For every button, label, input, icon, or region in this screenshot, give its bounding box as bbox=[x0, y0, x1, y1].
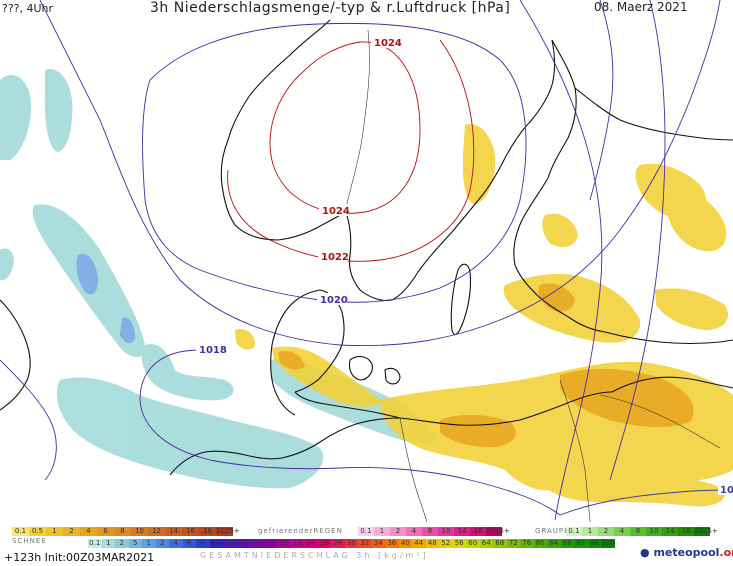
forecast-time-label: ???, 4Uhr bbox=[2, 2, 54, 15]
leg-snow-swatch: 5 bbox=[128, 539, 142, 548]
leg-snow-swatch: 30 bbox=[344, 539, 358, 548]
leg-freezing-swatch: 2025+ bbox=[486, 527, 510, 536]
leg-freezing-swatch: 0.1 bbox=[358, 527, 374, 536]
leg-snow-swatch: 100 bbox=[601, 539, 615, 548]
leg-freezing-swatch: 14 bbox=[454, 527, 470, 536]
leg-snow-swatch: 60 bbox=[466, 539, 480, 548]
leg-freezing-swatch: 4 bbox=[406, 527, 422, 536]
snow-intense-areas bbox=[76, 253, 135, 344]
leg-snow-swatch: 10 bbox=[209, 539, 223, 548]
leg-graupel-swatch: 1 bbox=[582, 527, 598, 536]
leg-freezing-swatch: 1 bbox=[374, 527, 390, 536]
legend-snow-label: SCHNEE bbox=[12, 537, 47, 545]
leg-snow-swatch: 18 bbox=[263, 539, 277, 548]
isobar-label-1020: 1020 bbox=[320, 295, 348, 306]
leg-snow-swatch: 40 bbox=[398, 539, 412, 548]
isobar-label-10: 10 bbox=[720, 485, 733, 496]
model-run-info: +123h Init:00Z03MAR2021 bbox=[4, 551, 155, 564]
leg-rain-swatch: 10 bbox=[131, 527, 148, 536]
leg-rain-swatch: 6 bbox=[97, 527, 114, 536]
leg-graupel-swatch: 10 bbox=[646, 527, 662, 536]
leg-rain-swatch: 2 bbox=[63, 527, 80, 536]
isobar-label-1022: 1022 bbox=[321, 252, 349, 263]
leg-graupel-swatch: 14 bbox=[662, 527, 678, 536]
leg-snow-swatch: 34 bbox=[371, 539, 385, 548]
leg-snow-swatch: 2 bbox=[155, 539, 169, 548]
leg-snow-swatch: 44 bbox=[412, 539, 426, 548]
leg-snow-swatch: 92 bbox=[574, 539, 588, 548]
leg-snow-swatch: 76 bbox=[520, 539, 534, 548]
leg-snow-swatch: 8 bbox=[196, 539, 210, 548]
leg-graupel-swatch: 2 bbox=[598, 527, 614, 536]
leg-rain-swatch: 12 bbox=[148, 527, 165, 536]
leg-rain-swatch: 16 bbox=[182, 527, 199, 536]
country-borders bbox=[344, 29, 721, 546]
leg-snow-swatch: 32 bbox=[358, 539, 372, 548]
logo-icon: ● bbox=[640, 546, 650, 559]
leg-snow-swatch: 2 bbox=[115, 539, 129, 548]
legend-graupel-scale: 0.1 1 2 4 8 10 14 16 2025+ bbox=[566, 527, 718, 536]
leg-snow-swatch: 6 bbox=[182, 539, 196, 548]
leg-graupel-swatch: 16 bbox=[678, 527, 694, 536]
leg-snow-swatch: 28 bbox=[331, 539, 345, 548]
isobar-label-1018: 1018 bbox=[199, 345, 227, 356]
leg-freezing-swatch: 16 bbox=[470, 527, 486, 536]
meteopool-logo[interactable]: ● meteopool.org bbox=[640, 546, 733, 559]
legend-graupel-label: GRAUPEL bbox=[535, 527, 575, 535]
leg-rain-swatch: 14 bbox=[165, 527, 182, 536]
leg-snow-swatch: 84 bbox=[547, 539, 561, 548]
leg-freezing-swatch: 8 bbox=[422, 527, 438, 536]
leg-rain-swatch: 18 bbox=[199, 527, 216, 536]
isobar-label-1024-mid: 1024 bbox=[322, 206, 350, 217]
leg-graupel-swatch: 2025+ bbox=[694, 527, 718, 536]
leg-rain-swatch: 2025+ bbox=[216, 527, 240, 536]
leg-snow-swatch: 20 bbox=[277, 539, 291, 548]
leg-snow-swatch: 56 bbox=[452, 539, 466, 548]
leg-freezing-swatch: 10 bbox=[438, 527, 454, 536]
leg-rain-swatch: 0.1 bbox=[12, 527, 29, 536]
rain-intense-areas bbox=[278, 283, 694, 448]
leg-rain-swatch: 0.5 bbox=[29, 527, 46, 536]
leg-rain-swatch: 4 bbox=[80, 527, 97, 536]
leg-snow-swatch: 26 bbox=[317, 539, 331, 548]
leg-graupel-swatch: 0.1 bbox=[566, 527, 582, 536]
forecast-date: 08. Maerz 2021 bbox=[594, 0, 688, 14]
leg-snow-swatch: 4 bbox=[169, 539, 183, 548]
leg-snow-swatch: 88 bbox=[560, 539, 574, 548]
leg-rain-swatch: 8 bbox=[114, 527, 131, 536]
leg-snow-swatch: 24 bbox=[304, 539, 318, 548]
leg-snow-swatch: 64 bbox=[479, 539, 493, 548]
logo-main-text: meteopool bbox=[653, 546, 720, 559]
isobar-label-1024-top: 1024 bbox=[374, 38, 402, 49]
leg-freezing-swatch: 2 bbox=[390, 527, 406, 536]
coastlines bbox=[0, 19, 733, 476]
legend-total-label: GESAMTNIEDERSCHLAG 3h [kg/m²] bbox=[200, 551, 429, 560]
logo-suffix-text: .org bbox=[719, 546, 733, 559]
leg-snow-swatch: 0.1 bbox=[88, 539, 102, 548]
legend-rain-scale: 0.1 0.5 1 2 4 6 8 10 12 14 16 18 2025+ bbox=[12, 527, 240, 536]
leg-rain-swatch: 1 bbox=[46, 527, 63, 536]
isobars bbox=[0, 0, 733, 521]
legend-freezing-scale: 0.1 1 2 4 8 10 14 16 2025+ bbox=[358, 527, 510, 536]
leg-snow-swatch: 22 bbox=[290, 539, 304, 548]
leg-snow-swatch: 16 bbox=[250, 539, 264, 548]
legend-snow-scale: 0.1 1 2 5 1 2 4 6 8 10 12 14 16 18 20 22 24 26 28 30 32 34 36 4… bbox=[88, 539, 615, 548]
isobar-labels: 1024 1024 1022 1020 1018 10 bbox=[196, 36, 733, 496]
leg-snow-swatch: 96 bbox=[587, 539, 601, 548]
leg-snow-swatch: 1 bbox=[142, 539, 156, 548]
leg-snow-swatch: 36 bbox=[385, 539, 399, 548]
leg-snow-swatch: 80 bbox=[533, 539, 547, 548]
leg-snow-swatch: 12 bbox=[223, 539, 237, 548]
leg-snow-swatch: 72 bbox=[506, 539, 520, 548]
map-title: 3h Niederschlagsmenge/-typ & r.Luftdruck… bbox=[150, 0, 511, 16]
leg-snow-swatch: 68 bbox=[493, 539, 507, 548]
leg-snow-swatch: 1 bbox=[101, 539, 115, 548]
leg-graupel-swatch: 4 bbox=[614, 527, 630, 536]
legend-freezing-label: gefrierenderREGEN bbox=[258, 527, 343, 535]
leg-snow-swatch: 52 bbox=[439, 539, 453, 548]
leg-snow-swatch: 48 bbox=[425, 539, 439, 548]
leg-snow-swatch: 14 bbox=[236, 539, 250, 548]
leg-graupel-swatch: 8 bbox=[630, 527, 646, 536]
